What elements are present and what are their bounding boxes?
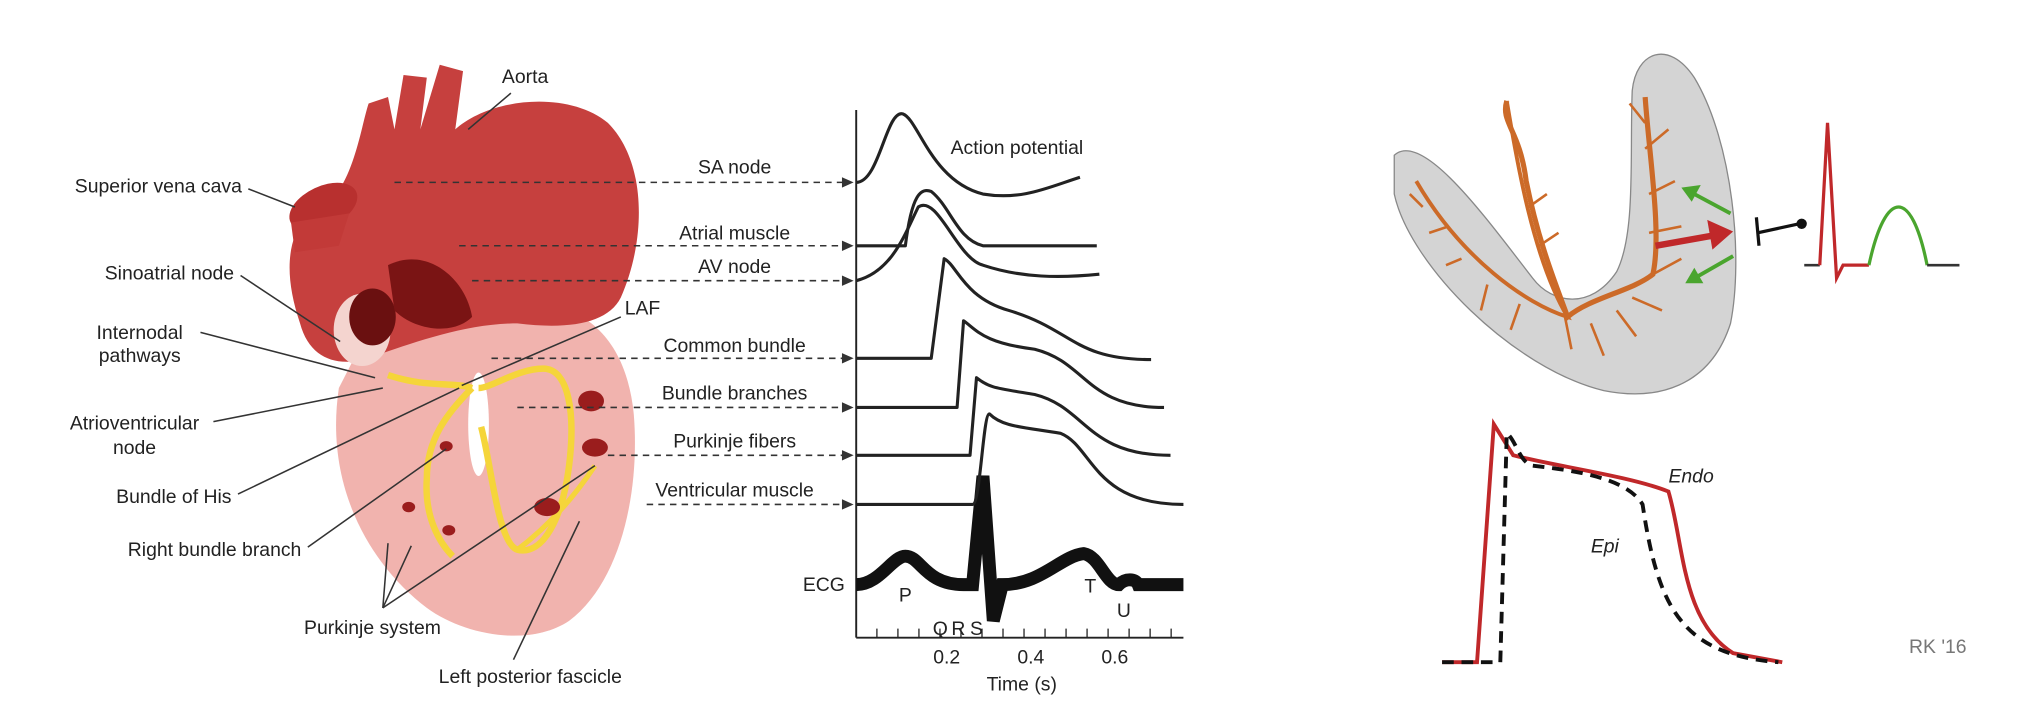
ecg-trace [855, 475, 1184, 623]
wave-label: R [951, 618, 965, 640]
axis-label: Time (s) [987, 674, 1057, 696]
trace-label: SA node [698, 156, 771, 178]
label: Sinoatrial node [105, 262, 234, 284]
leader-lines [200, 92, 622, 660]
action-potential-curve [856, 189, 1097, 248]
trace-label: Bundle branches [662, 383, 808, 405]
label: Superior vena cava [75, 176, 242, 198]
action-potential-curve [856, 257, 1152, 362]
wave-label: T [1084, 575, 1096, 597]
label: LAF [625, 297, 661, 319]
trace-label: Atrial muscle [679, 222, 790, 244]
x-tick-label: 0.2 [933, 647, 960, 669]
label: Bundle of His [116, 486, 231, 508]
heart-labels: Aorta Superior vena cava Sinoatrial node… [70, 66, 661, 688]
action-potential-curve [856, 376, 1171, 457]
arrowhead [841, 240, 854, 251]
trace-label: Common bundle [663, 335, 805, 357]
heart-illustration [289, 64, 639, 636]
x-tick-label: 0.6 [1101, 647, 1128, 669]
arrowhead [841, 353, 854, 364]
wave-label: S [970, 618, 983, 640]
wave-label: P [899, 584, 912, 606]
label: pathways [99, 345, 181, 367]
arrowhead [841, 275, 854, 286]
ventricle-illustration [1393, 53, 1960, 665]
arrowhead [841, 499, 854, 510]
arrowhead [841, 450, 854, 461]
label: Aorta [502, 66, 549, 88]
trace-label: Ventricular muscle [655, 480, 813, 502]
epi-label: Epi [1591, 535, 1620, 557]
action-potential-curve [856, 412, 1184, 506]
wave-label: U [1117, 600, 1131, 622]
label: node [113, 437, 156, 459]
label: Purkinje system [304, 617, 441, 639]
label: Right bundle branch [128, 539, 302, 561]
credit: RK '16 [1909, 636, 1967, 658]
label: Internodal [97, 322, 183, 344]
ecg-label: ECG [803, 574, 845, 596]
action-potential-curve [856, 319, 1165, 409]
endo-label: Endo [1668, 465, 1714, 487]
x-tick-label: 0.4 [1017, 647, 1044, 669]
label: Atrioventricular [70, 412, 200, 434]
arrowhead [841, 177, 854, 188]
action-potential-panel: Action potential ECG P Q R S T U Time (s… [394, 109, 1184, 696]
label: Left posterior fascicle [439, 666, 622, 688]
action-potential-curve [855, 203, 1100, 283]
panel-title: Action potential [951, 137, 1084, 159]
arrowhead [841, 402, 854, 413]
action-potential-curve [855, 112, 1081, 198]
trace-label: Purkinje fibers [673, 431, 796, 453]
trace-label: AV node [698, 256, 771, 278]
